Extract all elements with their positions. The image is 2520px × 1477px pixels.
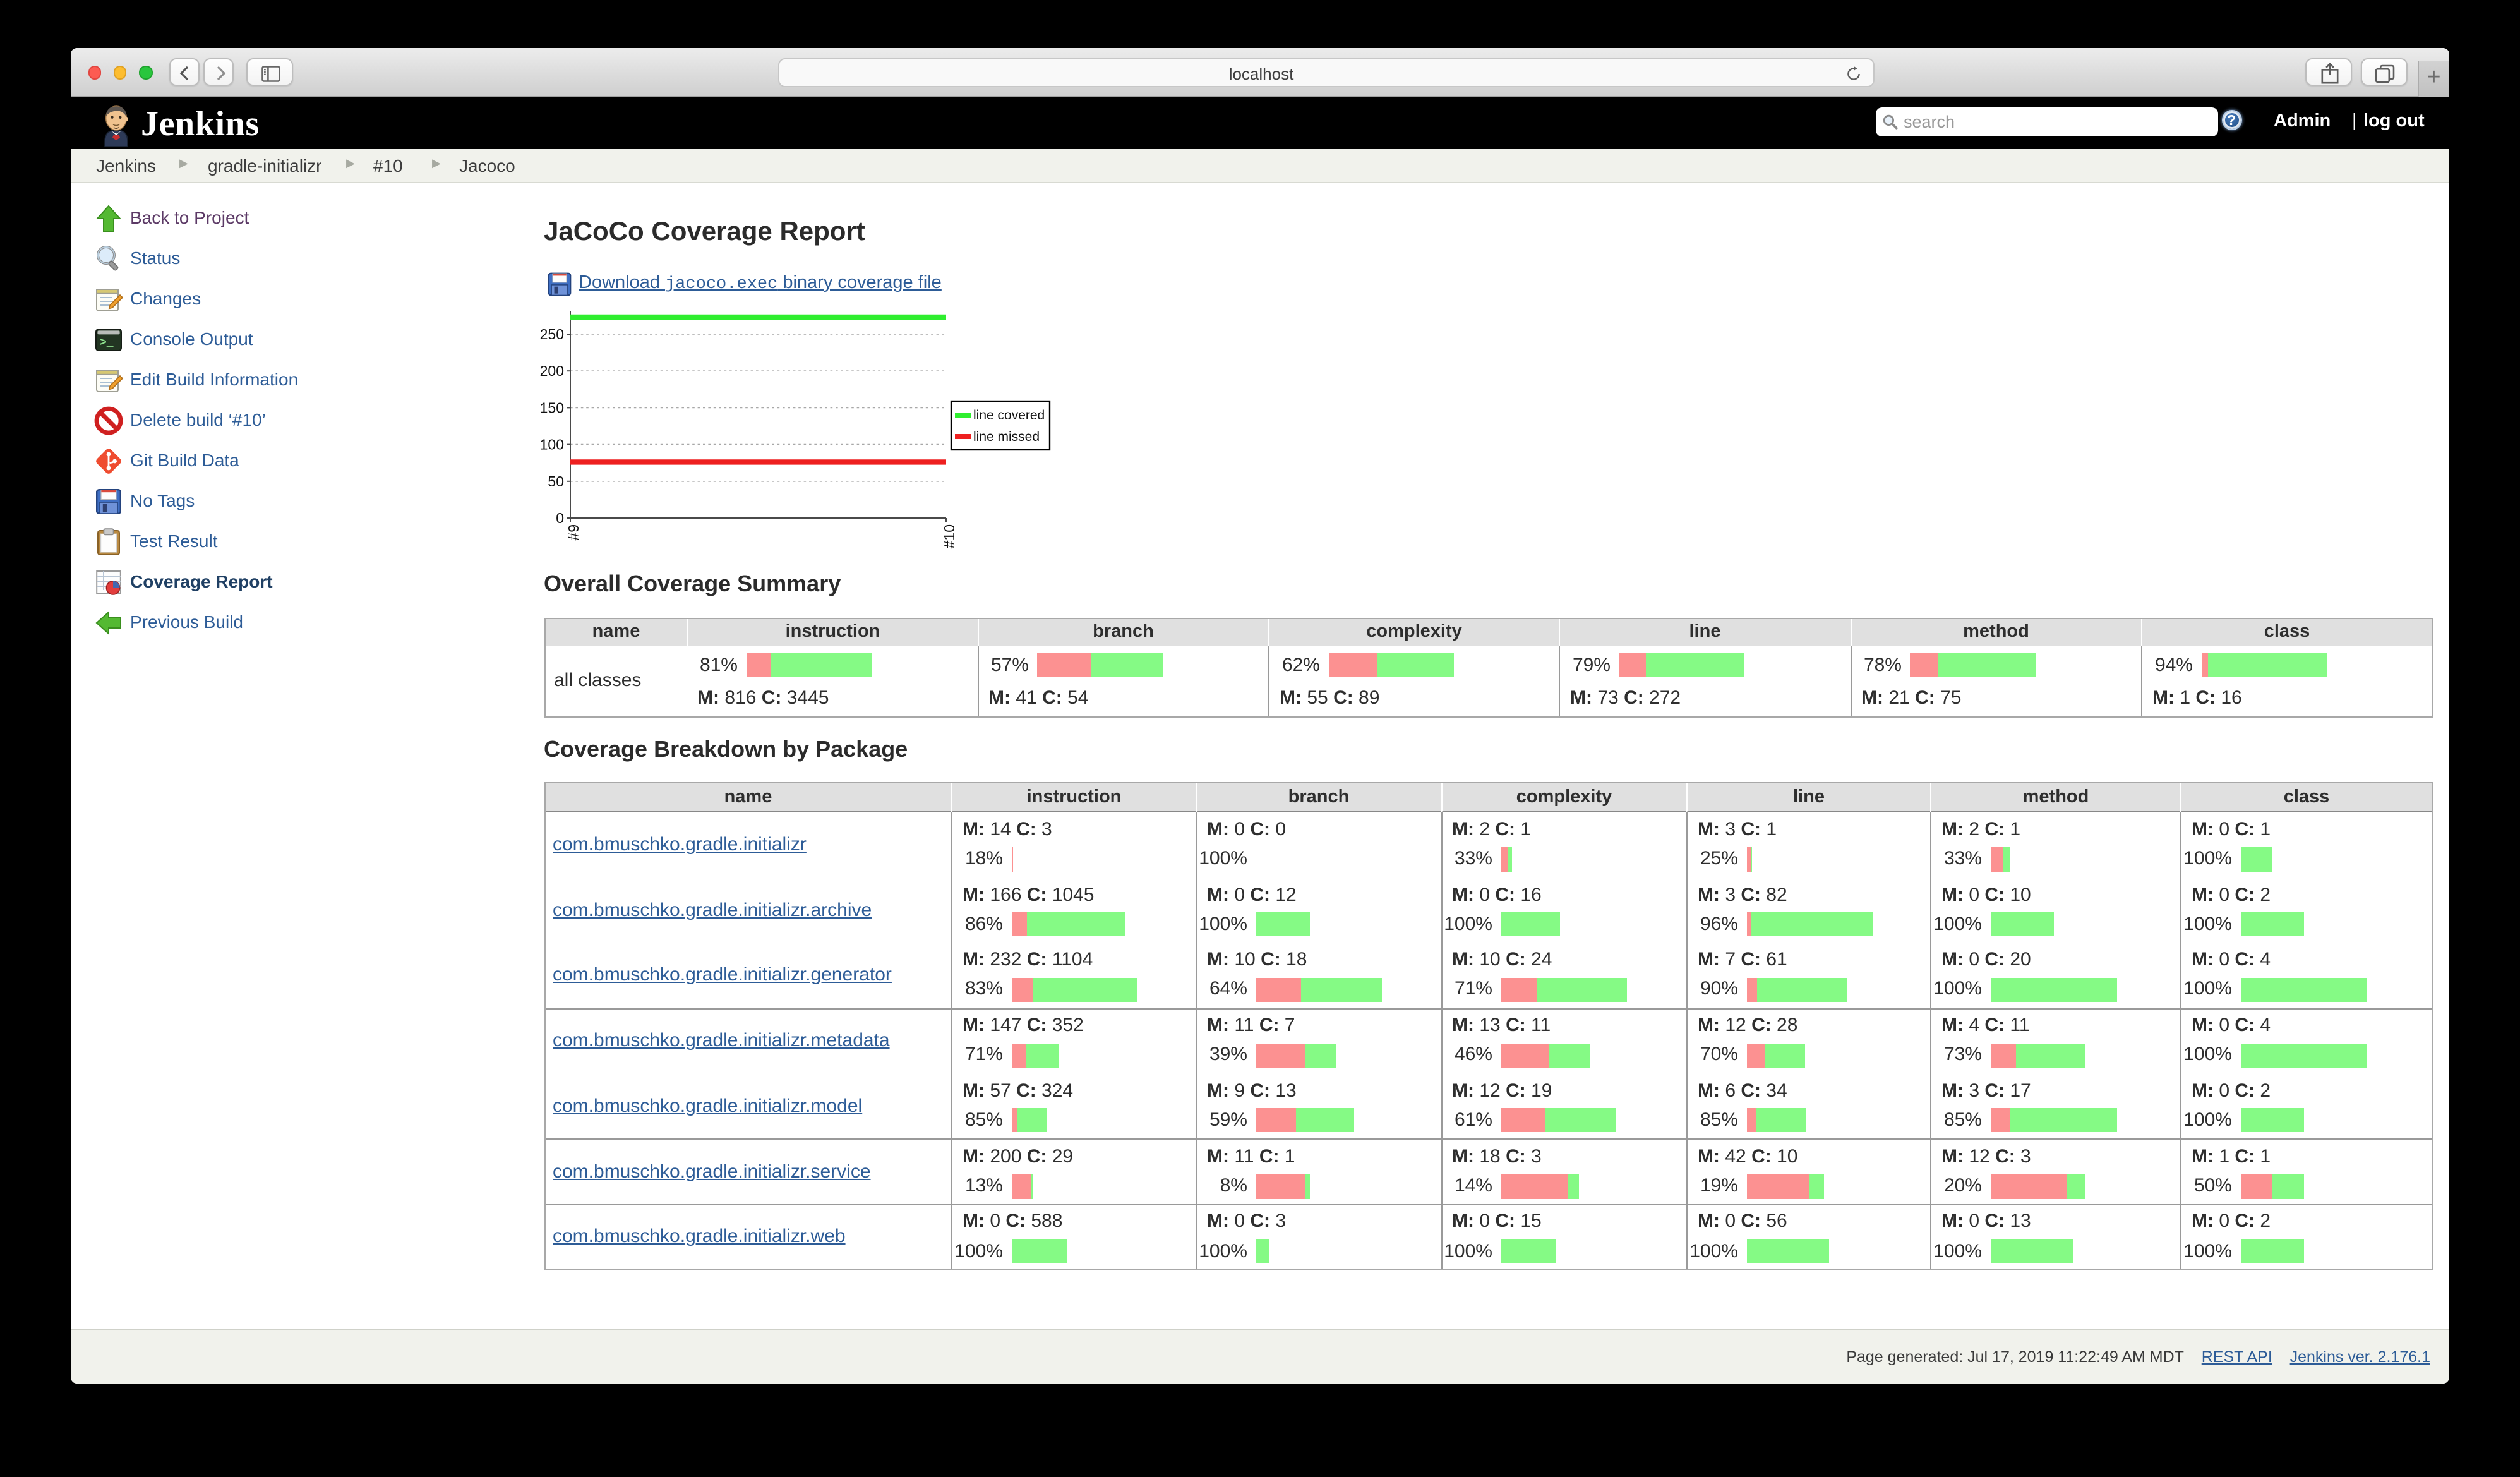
svg-text:0: 0 [556, 510, 564, 526]
svg-text:200: 200 [540, 363, 564, 379]
svg-text:150: 150 [540, 399, 564, 416]
svg-text:#10: #10 [941, 524, 957, 548]
svg-text:250: 250 [540, 326, 564, 342]
svg-text:#9: #9 [565, 524, 582, 541]
svg-text:line missed: line missed [973, 430, 1040, 444]
svg-text:>_: >_ [100, 336, 114, 349]
svg-text:100: 100 [540, 437, 564, 453]
svg-text:line covered: line covered [973, 408, 1045, 423]
svg-text:50: 50 [548, 473, 564, 490]
